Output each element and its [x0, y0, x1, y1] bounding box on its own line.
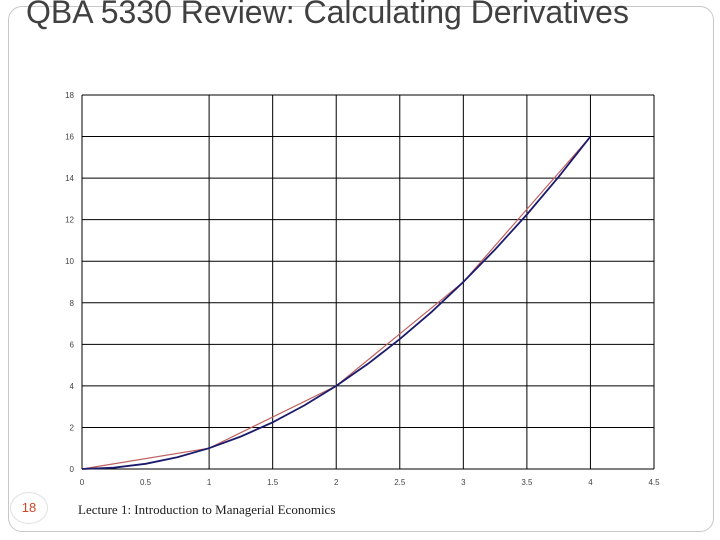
y-tick-label: 18: [65, 91, 74, 100]
x-tick-label: 0.5: [140, 478, 152, 487]
y-tick-label: 16: [65, 133, 74, 142]
x-tick-label: 4: [588, 478, 593, 487]
y-tick-label: 14: [65, 174, 74, 183]
slide-frame: [8, 6, 714, 532]
x-tick-label: 1.5: [267, 478, 279, 487]
y-tick-label: 10: [65, 257, 74, 266]
x-tick-label: 2: [334, 478, 339, 487]
y-tick-label: 2: [70, 423, 75, 432]
y-tick-label: 4: [70, 382, 75, 391]
slide-title: QBA 5330 Review: Calculating Derivatives: [26, 0, 629, 30]
x-tick-label: 0: [80, 478, 85, 487]
y-tick-label: 6: [70, 340, 75, 349]
footer-text: Lecture 1: Introduction to Managerial Ec…: [78, 502, 336, 517]
y-tick-label: 8: [70, 299, 75, 308]
series-line-2: [81, 136, 592, 470]
y-tick-label: 12: [65, 216, 74, 225]
x-tick-label: 2.5: [394, 478, 406, 487]
page-number: 18: [10, 492, 48, 524]
x-tick-label: 4.5: [648, 478, 660, 487]
y-tick-label: 0: [70, 465, 75, 474]
x-tick-label: 3: [461, 478, 466, 487]
x-tick-label: 3.5: [521, 478, 533, 487]
x-tick-label: 1: [207, 478, 212, 487]
